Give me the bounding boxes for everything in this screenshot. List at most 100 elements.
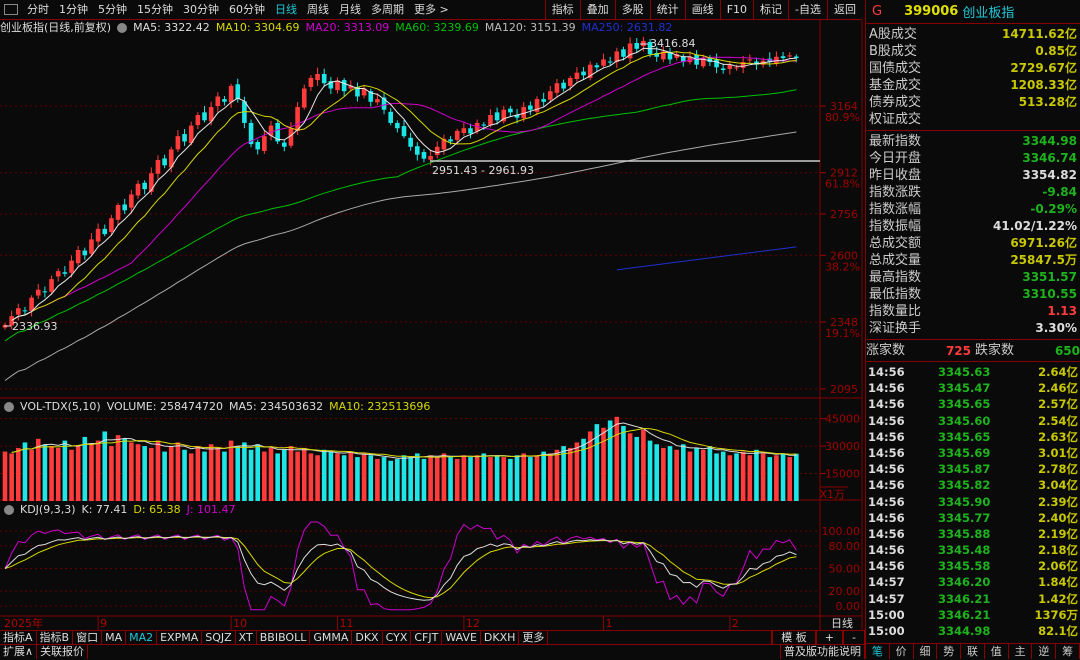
candle: [534, 99, 540, 112]
period-tab[interactable]: 15分钟: [137, 2, 173, 16]
quote-row: 债券成交 513.28亿: [866, 94, 1080, 111]
volume-bar: [727, 455, 733, 501]
tick-row: 14:57 3346.20 1.84亿: [866, 574, 1080, 590]
candle: [162, 158, 167, 166]
panel-tab[interactable]: 值: [985, 644, 1009, 659]
period-tab[interactable]: 周线: [307, 2, 329, 16]
tick-row: 14:56 3345.90 2.39亿: [866, 494, 1080, 510]
template-button[interactable]: -: [843, 631, 865, 644]
indicator-tab[interactable]: 指标B: [37, 631, 74, 644]
bottom-bar: 扩展∧ 关联报价 普及版功能说明: [0, 645, 865, 659]
panel-tab[interactable]: 价: [890, 644, 914, 659]
tick-amount: 2.06亿: [1038, 559, 1078, 574]
quote-row: 昨日收盘 3354.82: [866, 167, 1080, 184]
settings-icon[interactable]: [117, 23, 128, 33]
ma5-line: [11, 47, 797, 321]
candle: [474, 122, 480, 132]
indicator-tab[interactable]: XT: [236, 631, 257, 644]
panel-tab[interactable]: 细: [914, 644, 938, 659]
period-tab[interactable]: 日线: [275, 2, 297, 16]
volume-bar: [202, 451, 207, 501]
tool-button[interactable]: 多股: [614, 0, 650, 20]
tool-button[interactable]: 叠加: [579, 0, 615, 20]
volume-bar: [228, 440, 234, 501]
template-button[interactable]: +: [815, 631, 844, 644]
indicator-tab[interactable]: 窗口: [73, 631, 103, 644]
indicator-tab[interactable]: DKXH: [481, 631, 520, 644]
quote-row: A股成交 14711.62亿: [866, 26, 1080, 43]
period-tab[interactable]: 更多 >: [414, 2, 449, 16]
period-tab[interactable]: 分时: [27, 2, 49, 16]
panel-tab[interactable]: 联: [961, 644, 985, 659]
panel-tab[interactable]: 主: [1009, 644, 1033, 659]
period-tab[interactable]: 1分钟: [59, 2, 88, 16]
period-tab[interactable]: 5分钟: [98, 2, 127, 16]
volume-bar: [268, 447, 274, 501]
indicator-tab[interactable]: CFJT: [411, 631, 443, 644]
date-label: 9: [100, 617, 107, 630]
indicator-tab[interactable]: SQJZ: [202, 631, 236, 644]
indicator-tab[interactable]: WAVE: [442, 631, 481, 644]
indicator-tab[interactable]: MA2: [126, 631, 158, 644]
tick-list[interactable]: 14:56 3345.63 2.64亿 14:56 3345.47 2.46亿 14:56 3…: [866, 362, 1080, 639]
panel-tab[interactable]: 势: [937, 644, 962, 659]
kline-chart[interactable]: 316480.9%291261.8%2756260038.2%234819.1%…: [0, 0, 865, 659]
expand-button[interactable]: 扩展∧: [0, 645, 38, 659]
indicator-tab[interactable]: EXPMA: [157, 631, 203, 644]
tool-button[interactable]: 指标: [544, 0, 580, 20]
date-label: 2025年: [4, 616, 43, 630]
volume-bar: [222, 451, 227, 501]
period-tab[interactable]: 月线: [339, 2, 361, 16]
volume-bar: [561, 446, 566, 501]
period-tab[interactable]: 60分钟: [229, 2, 265, 16]
candle: [9, 316, 14, 326]
indicator-tab[interactable]: CYX: [383, 631, 412, 644]
tool-button[interactable]: 画线: [684, 0, 720, 20]
kdj-settings-icon[interactable]: [4, 504, 14, 515]
tick-amount: 2.40亿: [1038, 510, 1078, 525]
indicator-tab[interactable]: 指标A: [0, 631, 37, 644]
quote-panel: G 399006 创业板指 A股成交 14711.62亿 B股成交 0.85亿 国债成交…: [865, 0, 1080, 659]
indicator-tab[interactable]: DKX: [352, 631, 383, 644]
tool-button[interactable]: 标记: [753, 0, 788, 20]
tick-amount: 2.18亿: [1038, 543, 1078, 558]
vol-settings-icon[interactable]: [4, 401, 14, 412]
tool-button[interactable]: -自选: [788, 0, 827, 20]
quote-label: B股成交: [869, 44, 917, 59]
sidebar-toggle-icon[interactable]: [4, 4, 18, 15]
tool-button[interactable]: 返回: [827, 0, 862, 20]
candle: [308, 77, 314, 87]
indicator-tab[interactable]: GMMA: [310, 631, 353, 644]
volume-bar: [368, 455, 374, 501]
help-button[interactable]: 普及版功能说明: [780, 645, 865, 659]
panel-tab[interactable]: 笔: [866, 644, 890, 659]
indicator-tab[interactable]: MA: [102, 631, 127, 644]
volume-bar: [534, 455, 540, 501]
vol-ma10-line: [11, 427, 797, 458]
tool-button[interactable]: 统计: [649, 0, 685, 20]
price-axis-label: 2600: [830, 249, 858, 262]
volume-bar: [594, 424, 600, 501]
candle: [248, 122, 254, 145]
ma60-value: MA60: 3239.69: [395, 21, 479, 34]
candle: [740, 62, 746, 68]
candle: [794, 56, 799, 59]
candle: [468, 128, 473, 134]
volume-bar: [95, 440, 101, 501]
indicator-tab[interactable]: 更多: [519, 631, 549, 644]
panel-tab[interactable]: 逆: [1032, 644, 1057, 659]
period-tab[interactable]: 30分钟: [183, 2, 219, 16]
volume-bar: [149, 447, 154, 501]
period-tab[interactable]: 多周期: [371, 2, 404, 16]
related-quotes-button[interactable]: 关联报价: [37, 645, 89, 659]
volume-bar: [448, 457, 453, 501]
volume-bar: [69, 449, 74, 501]
fib-percent-label: 61.8%: [825, 178, 860, 191]
template-button[interactable]: 模 板: [772, 631, 816, 644]
candle: [627, 43, 633, 59]
quote-row: 总成交量 25847.5万: [866, 252, 1080, 269]
indicator-tab[interactable]: BBIBOLL: [257, 631, 311, 644]
panel-tab[interactable]: 筹: [1056, 644, 1080, 659]
volume-bar: [421, 458, 427, 501]
tool-button[interactable]: F10: [719, 0, 753, 20]
